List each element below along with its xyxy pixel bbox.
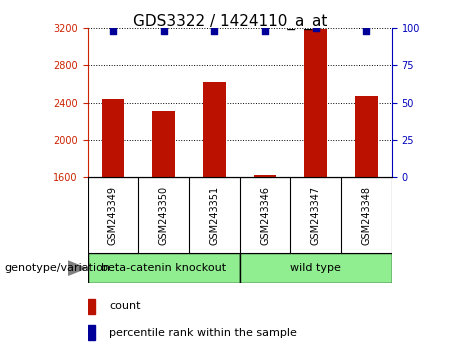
Point — [261, 28, 269, 34]
Text: GDS3322 / 1424110_a_at: GDS3322 / 1424110_a_at — [133, 14, 328, 30]
Text: GSM243346: GSM243346 — [260, 185, 270, 245]
Point — [363, 28, 370, 34]
Bar — [88, 299, 95, 314]
Bar — [203, 82, 226, 177]
Bar — [88, 253, 240, 283]
Point — [312, 25, 319, 31]
Point — [211, 28, 218, 34]
Text: beta-catenin knockout: beta-catenin knockout — [101, 263, 226, 273]
Point — [160, 28, 167, 34]
Text: GSM243350: GSM243350 — [159, 185, 169, 245]
Text: GSM243347: GSM243347 — [311, 185, 321, 245]
Polygon shape — [68, 261, 86, 275]
Text: GSM243349: GSM243349 — [108, 185, 118, 245]
Bar — [101, 99, 124, 177]
Bar — [304, 29, 327, 177]
Text: GSM243351: GSM243351 — [209, 185, 219, 245]
Bar — [88, 325, 95, 340]
Bar — [240, 253, 392, 283]
Text: GSM243348: GSM243348 — [361, 185, 372, 245]
Bar — [355, 96, 378, 177]
Text: genotype/variation: genotype/variation — [5, 263, 111, 273]
Bar — [254, 175, 277, 177]
Bar — [152, 111, 175, 177]
Point — [109, 28, 117, 34]
Text: wild type: wild type — [290, 263, 341, 273]
Text: count: count — [109, 301, 141, 311]
Text: percentile rank within the sample: percentile rank within the sample — [109, 328, 297, 338]
